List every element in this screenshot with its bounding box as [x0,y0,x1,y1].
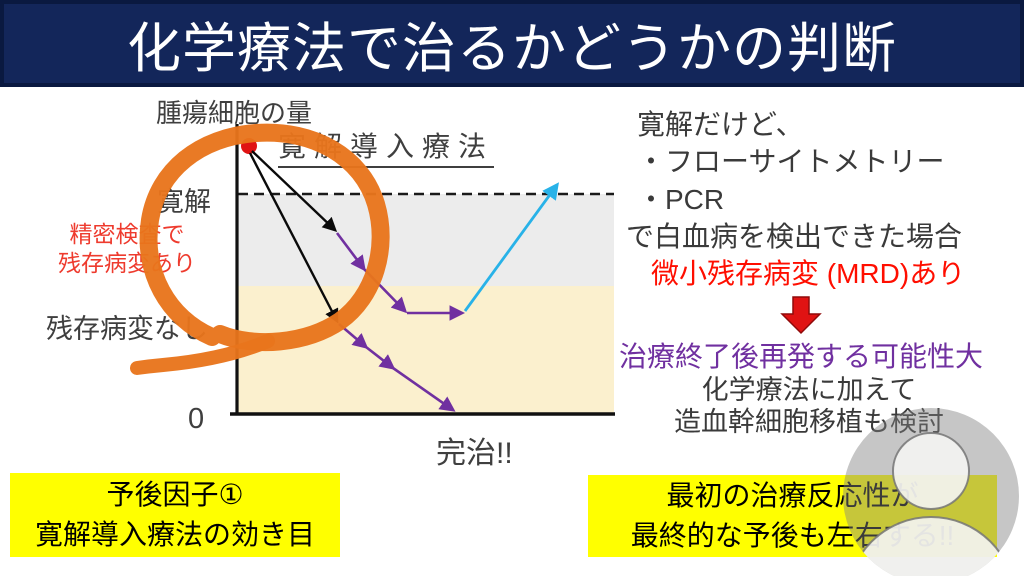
residual-disease-note-line1: 精密検査で [69,221,185,247]
additional-treatment-note: 化学療法に加えて 造血幹細胞移植も検討 [625,374,993,438]
residual-disease-note-line2: 残存病変あり [58,250,196,276]
slide-header: 化学療法で治るかどうかの判断 [0,0,1024,87]
cure-course-seg1 [338,323,369,350]
remission-tick-label: 寛解 [157,187,211,217]
prognostic-factor-title: 予後因子① [106,479,244,510]
detection-condition-line: で白血病を検出できた場合 [626,221,963,252]
origin-tick-label: 0 [188,403,205,435]
no-residual-disease-tick-label: 残存病変なし [46,314,208,344]
mrd-course-seg1 [335,232,366,272]
relapse-risk-warning: 治療終了後再発する可能性大 [619,341,984,372]
page-title: 化学療法で治るかどうかの判断 [127,19,897,79]
remission-band [237,194,614,286]
relapse-arrow [463,182,559,312]
additional-treatment-line1: 化学療法に加えて [701,375,917,405]
consequence-down-arrow-icon [780,296,822,335]
cure-course-seg2 [365,345,396,370]
residual-disease-note: 精密検査で 残存病変あり [38,220,216,278]
pcr-bullet: ・PCR [637,184,725,215]
conclusion-box: 最初の治療反応性が 最終的な予後も左右する!! [588,475,997,557]
mrd-course-seg2 [363,268,408,314]
prognostic-factor-detail: 寛解導入療法の効き目 [34,519,315,550]
induction-arrow-lower [248,152,339,324]
cure-course-seg3 [392,366,456,412]
treatment-course-arrows [248,150,559,412]
cure-label: 完治!! [436,437,513,470]
treatment-start-point [241,138,257,154]
induction-therapy-label: 寛解導入療法 [278,125,495,168]
conclusion-line1: 最初の治療反応性が [666,480,919,511]
remission-caveat-line: 寛解だけど、 [637,109,804,140]
additional-treatment-line2: 造血幹細胞移植も検討 [674,407,944,437]
y-axis-label: 腫瘍細胞の量 [156,98,313,128]
mrd-positive-result: 微小残存病変 (MRD)あり [651,258,966,289]
prognostic-factor-box: 予後因子① 寛解導入療法の効き目 [10,473,340,557]
no-residual-band [237,286,614,414]
conclusion-line2: 最終的な予後も左右する!! [630,520,955,551]
flow-cytometry-bullet: ・フローサイトメトリー [637,146,945,177]
